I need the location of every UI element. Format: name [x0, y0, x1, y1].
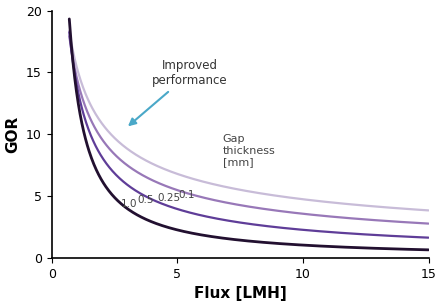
Text: Gap
thickness
[mm]: Gap thickness [mm] [222, 134, 275, 168]
Text: 0.25: 0.25 [157, 193, 180, 203]
Text: 0.5: 0.5 [137, 195, 154, 205]
X-axis label: Flux [LMH]: Flux [LMH] [194, 286, 286, 301]
Text: 1.0: 1.0 [121, 199, 137, 209]
Y-axis label: GOR: GOR [6, 116, 21, 153]
Text: Improved
performance: Improved performance [130, 59, 228, 125]
Text: 0.1: 0.1 [179, 190, 195, 200]
